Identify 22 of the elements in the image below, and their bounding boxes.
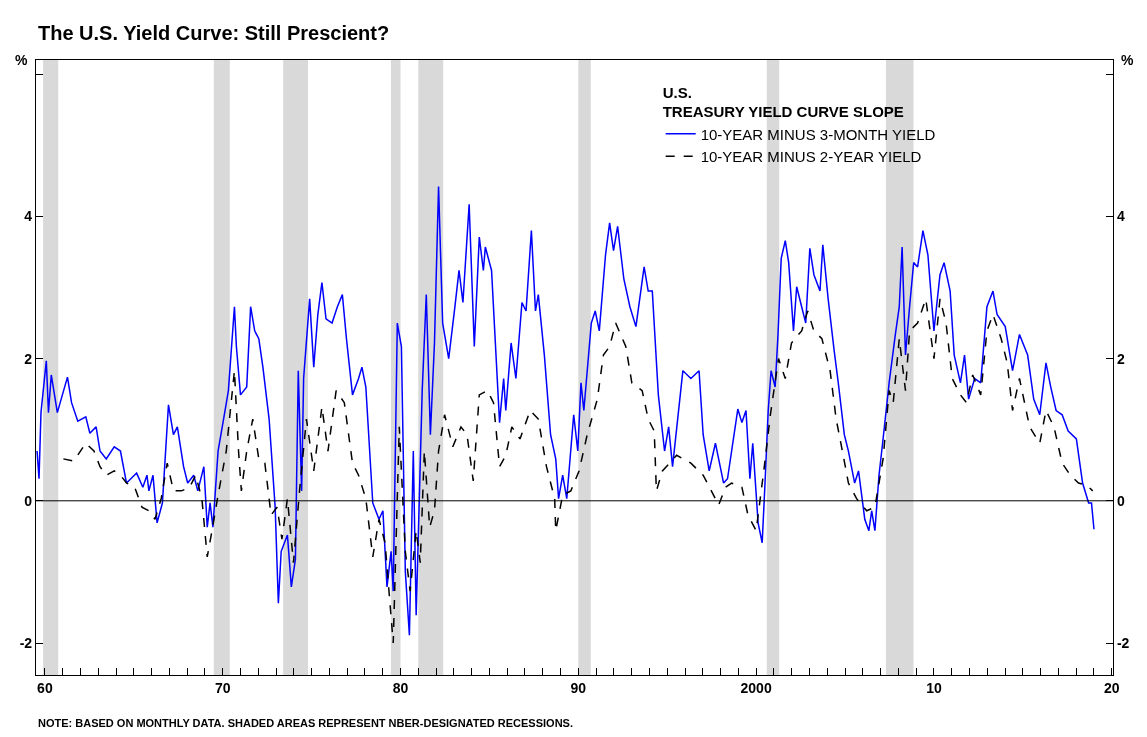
- y2-tick-label: 2: [1116, 350, 1125, 367]
- x-tick-label: 90: [570, 679, 587, 696]
- y-tick-label: 2: [24, 350, 33, 367]
- y-tick-label: 0: [24, 492, 33, 509]
- legend-title: U.S. TREASURY YIELD CURVE SLOPE: [662, 83, 904, 121]
- text: NOTE: BASED ON MONTHLY DATA. SHADED AREAS REPRESENT NBER-DESIGNATED RECESSIONS.: [38, 717, 573, 729]
- x-tick-label: 70: [214, 679, 231, 696]
- x-tick-label: 60: [37, 679, 53, 696]
- y2-tick-label: -2: [1116, 634, 1130, 651]
- chart-title: The U.S. Yield Curve: Still Prescient?: [38, 22, 390, 44]
- x-tick-label: 20: [1103, 679, 1120, 696]
- y-tick-label: 4: [24, 208, 33, 225]
- y2-axis-title: %: [1121, 52, 1134, 68]
- y2-tick-label: 4: [1116, 208, 1125, 225]
- legend-label: 10-YEAR MINUS 2-YEAR YIELD: [700, 148, 922, 166]
- y-axis-title: %: [15, 52, 28, 68]
- x-tick-label: 2000: [740, 679, 772, 696]
- y-tick-label: -2: [19, 634, 33, 651]
- y2-tick-label: 0: [1116, 492, 1125, 509]
- legend-label: 10-YEAR MINUS 3-MONTH YIELD: [700, 125, 936, 143]
- x-tick-label: 80: [392, 679, 409, 696]
- x-tick-label: 10: [926, 679, 942, 696]
